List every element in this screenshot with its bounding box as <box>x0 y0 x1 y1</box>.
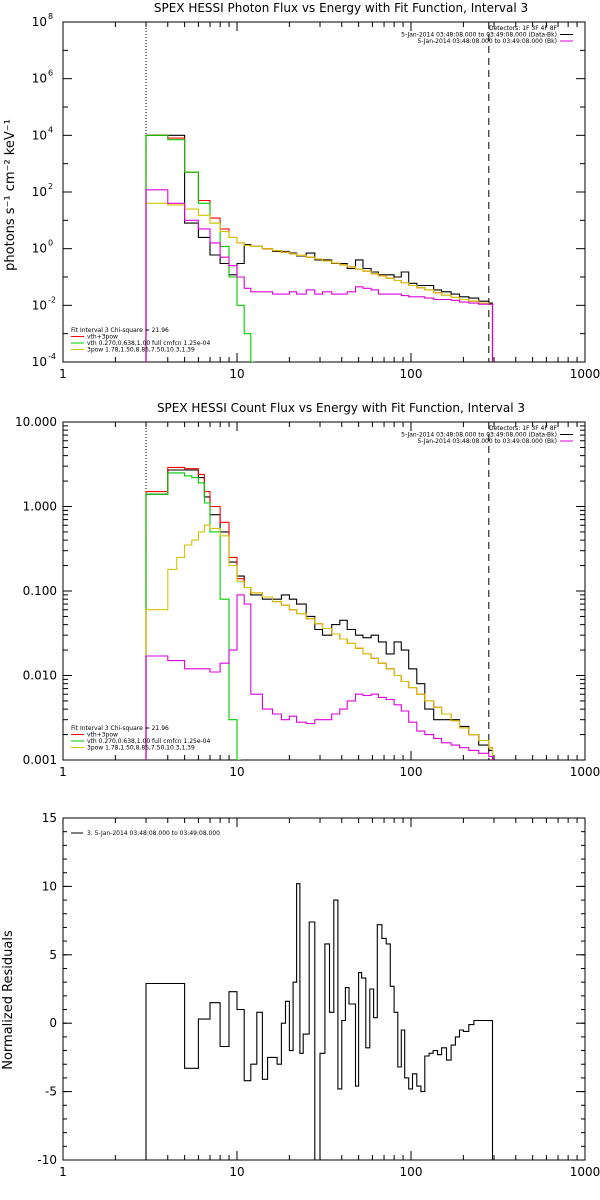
count-legend-tr-entry: 5-Jan-2014 03:48:08.000 to 03:49:08.000 … <box>417 438 557 445</box>
count-series-vth-3pow <box>145 466 494 760</box>
residual-xtick-label: 1000 <box>570 1165 600 1179</box>
count-xtick-label: 10 <box>229 765 244 779</box>
residual-ytick-label: 10 <box>42 879 57 893</box>
count-ytick-label: 0.100 <box>23 584 57 598</box>
residual-axes-frame <box>62 817 586 1161</box>
count-series-vth <box>145 472 241 760</box>
count-xtick-label: 100 <box>400 765 423 779</box>
photon-legend-bl-entry: vth+3pow <box>87 334 118 341</box>
residual-xtick-label: 1 <box>59 1165 67 1179</box>
photon-ytick-exponent: 2 <box>48 182 53 191</box>
photon-series-bk <box>145 189 494 362</box>
count-flux-panel: SPEX HESSI Count Flux vs Energy with Fit… <box>15 401 600 779</box>
count-legend-tr-entry: 5-Jan-2014 03:48:08.000 to 03:49:08.000 … <box>401 432 557 439</box>
residuals-ylabel: Normalized Residuals <box>1 930 16 1070</box>
residual-ytick-label: 0 <box>49 1016 57 1030</box>
photon-ytick-exponent: -2 <box>48 295 56 304</box>
count-ytick-label: 10.000 <box>15 415 57 429</box>
photon-ytick-label: 10 <box>32 185 47 199</box>
photon-legend-tr-entry: 5-Jan-2014 03:48:08.000 to 03:49:08.000 … <box>401 32 557 39</box>
photon-xtick-label: 10 <box>229 367 244 381</box>
photon-ytick-label: 10 <box>32 298 47 312</box>
residual-xtick-label: 100 <box>400 1165 423 1179</box>
photon-axes-frame <box>62 21 586 363</box>
count-ytick-label: 1.000 <box>23 500 57 514</box>
count-legend-tr-entry: Detectors: 1F 3F 4F 8F <box>489 425 558 432</box>
photon-ytick-exponent: 4 <box>48 125 53 134</box>
photon-ytick-exponent: -4 <box>48 352 56 361</box>
photon-legend-bl-entry: 3pow 1.78,1.50,8.85,7.50,10.3,1.39 <box>87 347 195 354</box>
count-legend-bl-entry: vth+3pow <box>87 732 118 739</box>
residual-ytick-label: -5 <box>45 1085 57 1099</box>
count-series-data-bk <box>145 469 494 760</box>
count-legend-bl-entry: 3pow 1.78,1.50,8.85,7.50,10.3,1.39 <box>87 745 195 752</box>
photon-legend-bl-entry: vth 0.270,0.638,1.00 full cmfcn 1.25e-04 <box>87 340 211 347</box>
photon-ytick-label: 10 <box>32 128 47 142</box>
photon-flux-ylabel: photons s⁻¹ cm⁻² keV⁻¹ <box>3 119 18 271</box>
count-xtick-label: 1 <box>59 765 67 779</box>
photon-ytick-label: 10 <box>32 355 47 369</box>
residual-ytick-label: 5 <box>49 948 57 962</box>
photon-series-data-bk <box>145 134 494 362</box>
photon-ytick-exponent: 0 <box>48 239 53 248</box>
count-series-bk <box>145 594 494 760</box>
residual-ytick-label: -10 <box>37 1153 57 1167</box>
residual-xtick-label: 10 <box>229 1165 244 1179</box>
photon-legend-tr-entry: Detectors: 1F 3F 4F 8F <box>489 25 558 32</box>
count-xtick-label: 1000 <box>570 765 600 779</box>
count-ytick-label: 0.010 <box>23 669 57 683</box>
photon-xtick-label: 100 <box>400 367 423 381</box>
residual-series-residuals <box>145 883 494 1160</box>
photon-flux-title: SPEX HESSI Photon Flux vs Energy with Fi… <box>154 1 528 15</box>
photon-ytick-exponent: 8 <box>48 12 53 21</box>
count-legend-bl-entry: vth 0.270,0.638,1.00 full cmfcn 1.25e-04 <box>87 738 211 745</box>
photon-ytick-label: 10 <box>32 15 47 29</box>
photon-ytick-exponent: 6 <box>48 69 53 78</box>
count-flux-title: SPEX HESSI Count Flux vs Energy with Fit… <box>157 401 525 415</box>
photon-ytick-label: 10 <box>32 72 47 86</box>
count-series-3pow <box>145 524 494 760</box>
count-ytick-label: 0.001 <box>23 753 57 767</box>
count-axes-frame <box>62 421 586 761</box>
photon-legend-bl-entry: Fit Interval 3 Chi-square = 21.96 <box>71 327 169 334</box>
count-legend-bl-entry: Fit Interval 3 Chi-square = 21.96 <box>71 725 169 732</box>
photon-legend-tr-entry: 5-Jan-2014 03:48:08.000 to 03:49:08.000 … <box>417 38 557 45</box>
photon-xtick-label: 1 <box>59 367 67 381</box>
photon-series-3pow <box>145 202 494 362</box>
photon-series-vth-3pow <box>145 134 494 362</box>
photon-flux-panel: SPEX HESSI Photon Flux vs Energy with Fi… <box>3 1 600 381</box>
photon-ytick-label: 10 <box>32 242 47 256</box>
residual-legend-entry: 3. 5-Jan-2014 03:48:08.000 to 03:49:08.0… <box>87 830 220 837</box>
photon-xtick-label: 1000 <box>570 367 600 381</box>
residual-ytick-label: 15 <box>42 811 57 825</box>
residuals-panel: Normalized Residuals 1 10 100 1000 -10 -5 0 5 10… <box>1 811 600 1179</box>
